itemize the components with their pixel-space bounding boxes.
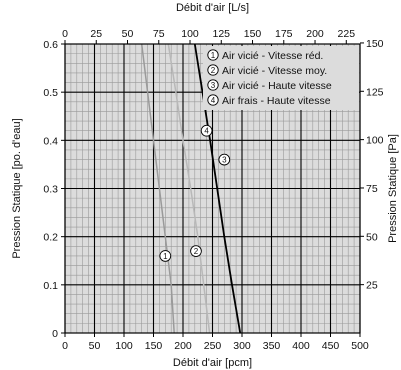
x-bottom-tick-label: 200 [174,340,192,352]
y-axis-left-ticks: 0 0.1 0.2 0.3 0.4 0.5 0.6 [43,39,65,340]
x-bottom-tick-label: 300 [233,340,251,352]
y-left-tick-label: 0.3 [43,184,58,196]
x-bottom-tick-label: 150 [145,340,163,352]
legend-marker-label: 2 [211,66,216,75]
y-left-tick-label: 0.6 [43,39,58,51]
series-line-3 [193,43,242,334]
legend-marker [207,49,219,61]
series-line-1 [140,43,175,334]
x-axis-top-ticks: 0 25 50 75 100 125 150 175 200 225 [62,28,355,44]
x-bottom-tick-label: 250 [204,340,222,352]
curve-marker-label: 1 [163,252,168,261]
x-bottom-tick-label: 400 [292,340,310,352]
x-top-tick-label: 25 [90,28,102,40]
x-top-tick-label: 225 [338,28,356,40]
y-axis-right-title: Pression Statique [Pa] [387,134,399,243]
y-axis-left-title: Pression Statique [po. d'eau] [11,118,23,258]
x-axis-top-title: Débit d'air [L/s] [176,2,249,14]
y-right-tick-label: 150 [366,38,384,50]
x-bottom-tick-label: 450 [322,340,340,352]
curve-marker-circle [200,124,213,137]
x-top-tick-label: 150 [244,28,262,40]
x-bottom-tick-label: 350 [263,340,281,352]
x-top-tick-label: 200 [306,28,324,40]
legend-marker [207,79,219,91]
legend-label: Air vicié - Vitesse moy. [222,65,327,77]
legend-marker-label: 1 [211,51,216,60]
legend-item: 3 Air vicié - Haute vitesse [207,79,332,92]
curve-marker-label: 2 [194,247,199,256]
legend-item: 2 Air vicié - Vitesse moy. [207,64,327,77]
y-left-tick-label: 0.4 [43,135,58,147]
legend-label: Air vicié - Haute vitesse [222,80,332,92]
legend-marker-label: 3 [211,81,216,90]
legend-marker-label: 4 [211,96,216,105]
x-top-tick-label: 175 [275,28,293,40]
y-right-tick-label: 50 [366,231,378,243]
x-top-tick-label: 0 [62,28,68,40]
curve-marker-2: 2 [190,245,202,257]
curve-marker-circle [190,245,202,257]
x-bottom-tick-label: 0 [62,340,68,352]
x-axis-bottom-ticks: 0 50 100 150 200 250 300 350 400 450 500 [62,333,369,352]
x-top-tick-label: 75 [153,28,165,40]
x-top-tick-label: 100 [181,28,199,40]
legend-marker [207,64,219,76]
legend-background [203,46,359,110]
curve-markers: 1 2 3 4 [159,124,231,262]
y-axis-right-ticks: 25 50 75 100 125 150 [360,38,384,292]
curve-marker-label: 3 [222,156,227,165]
y-left-tick-label: 0 [52,328,58,340]
curve-marker-circle [218,153,231,166]
legend-marker [207,94,219,106]
y-left-tick-label: 0.2 [43,232,58,244]
y-right-tick-label: 125 [366,86,384,98]
y-right-tick-label: 100 [366,135,384,147]
x-bottom-tick-label: 100 [115,340,133,352]
y-right-tick-label: 75 [366,183,378,195]
curve-marker-label: 4 [204,127,209,136]
x-top-tick-label: 125 [213,28,231,40]
curve-marker-4: 4 [200,124,213,137]
legend-label: Air vicié - Vitesse réd. [222,50,323,62]
curve-marker-1: 1 [159,250,172,262]
y-right-tick-label: 25 [366,280,378,292]
y-left-tick-label: 0.1 [43,280,58,292]
legend-item: 4 Air frais - Haute vitesse [207,94,331,107]
legend: 1 Air vicié - Vitesse réd. 2 Air vicié - Vi… [203,46,359,110]
y-left-tick-label: 0.5 [43,87,58,99]
curve-marker-3: 3 [218,153,231,166]
x-bottom-tick-label: 50 [89,340,101,352]
legend-item: 1 Air vicié - Vitesse réd. [207,49,323,62]
x-bottom-tick-label: 500 [351,340,369,352]
x-top-tick-label: 50 [122,28,134,40]
x-axis-bottom-title: Débit d'air [pcm] [173,357,252,369]
series-line-2 [167,43,211,334]
curve-marker-circle [159,250,172,262]
legend-label: Air frais - Haute vitesse [222,95,331,107]
series-layer [140,43,242,334]
